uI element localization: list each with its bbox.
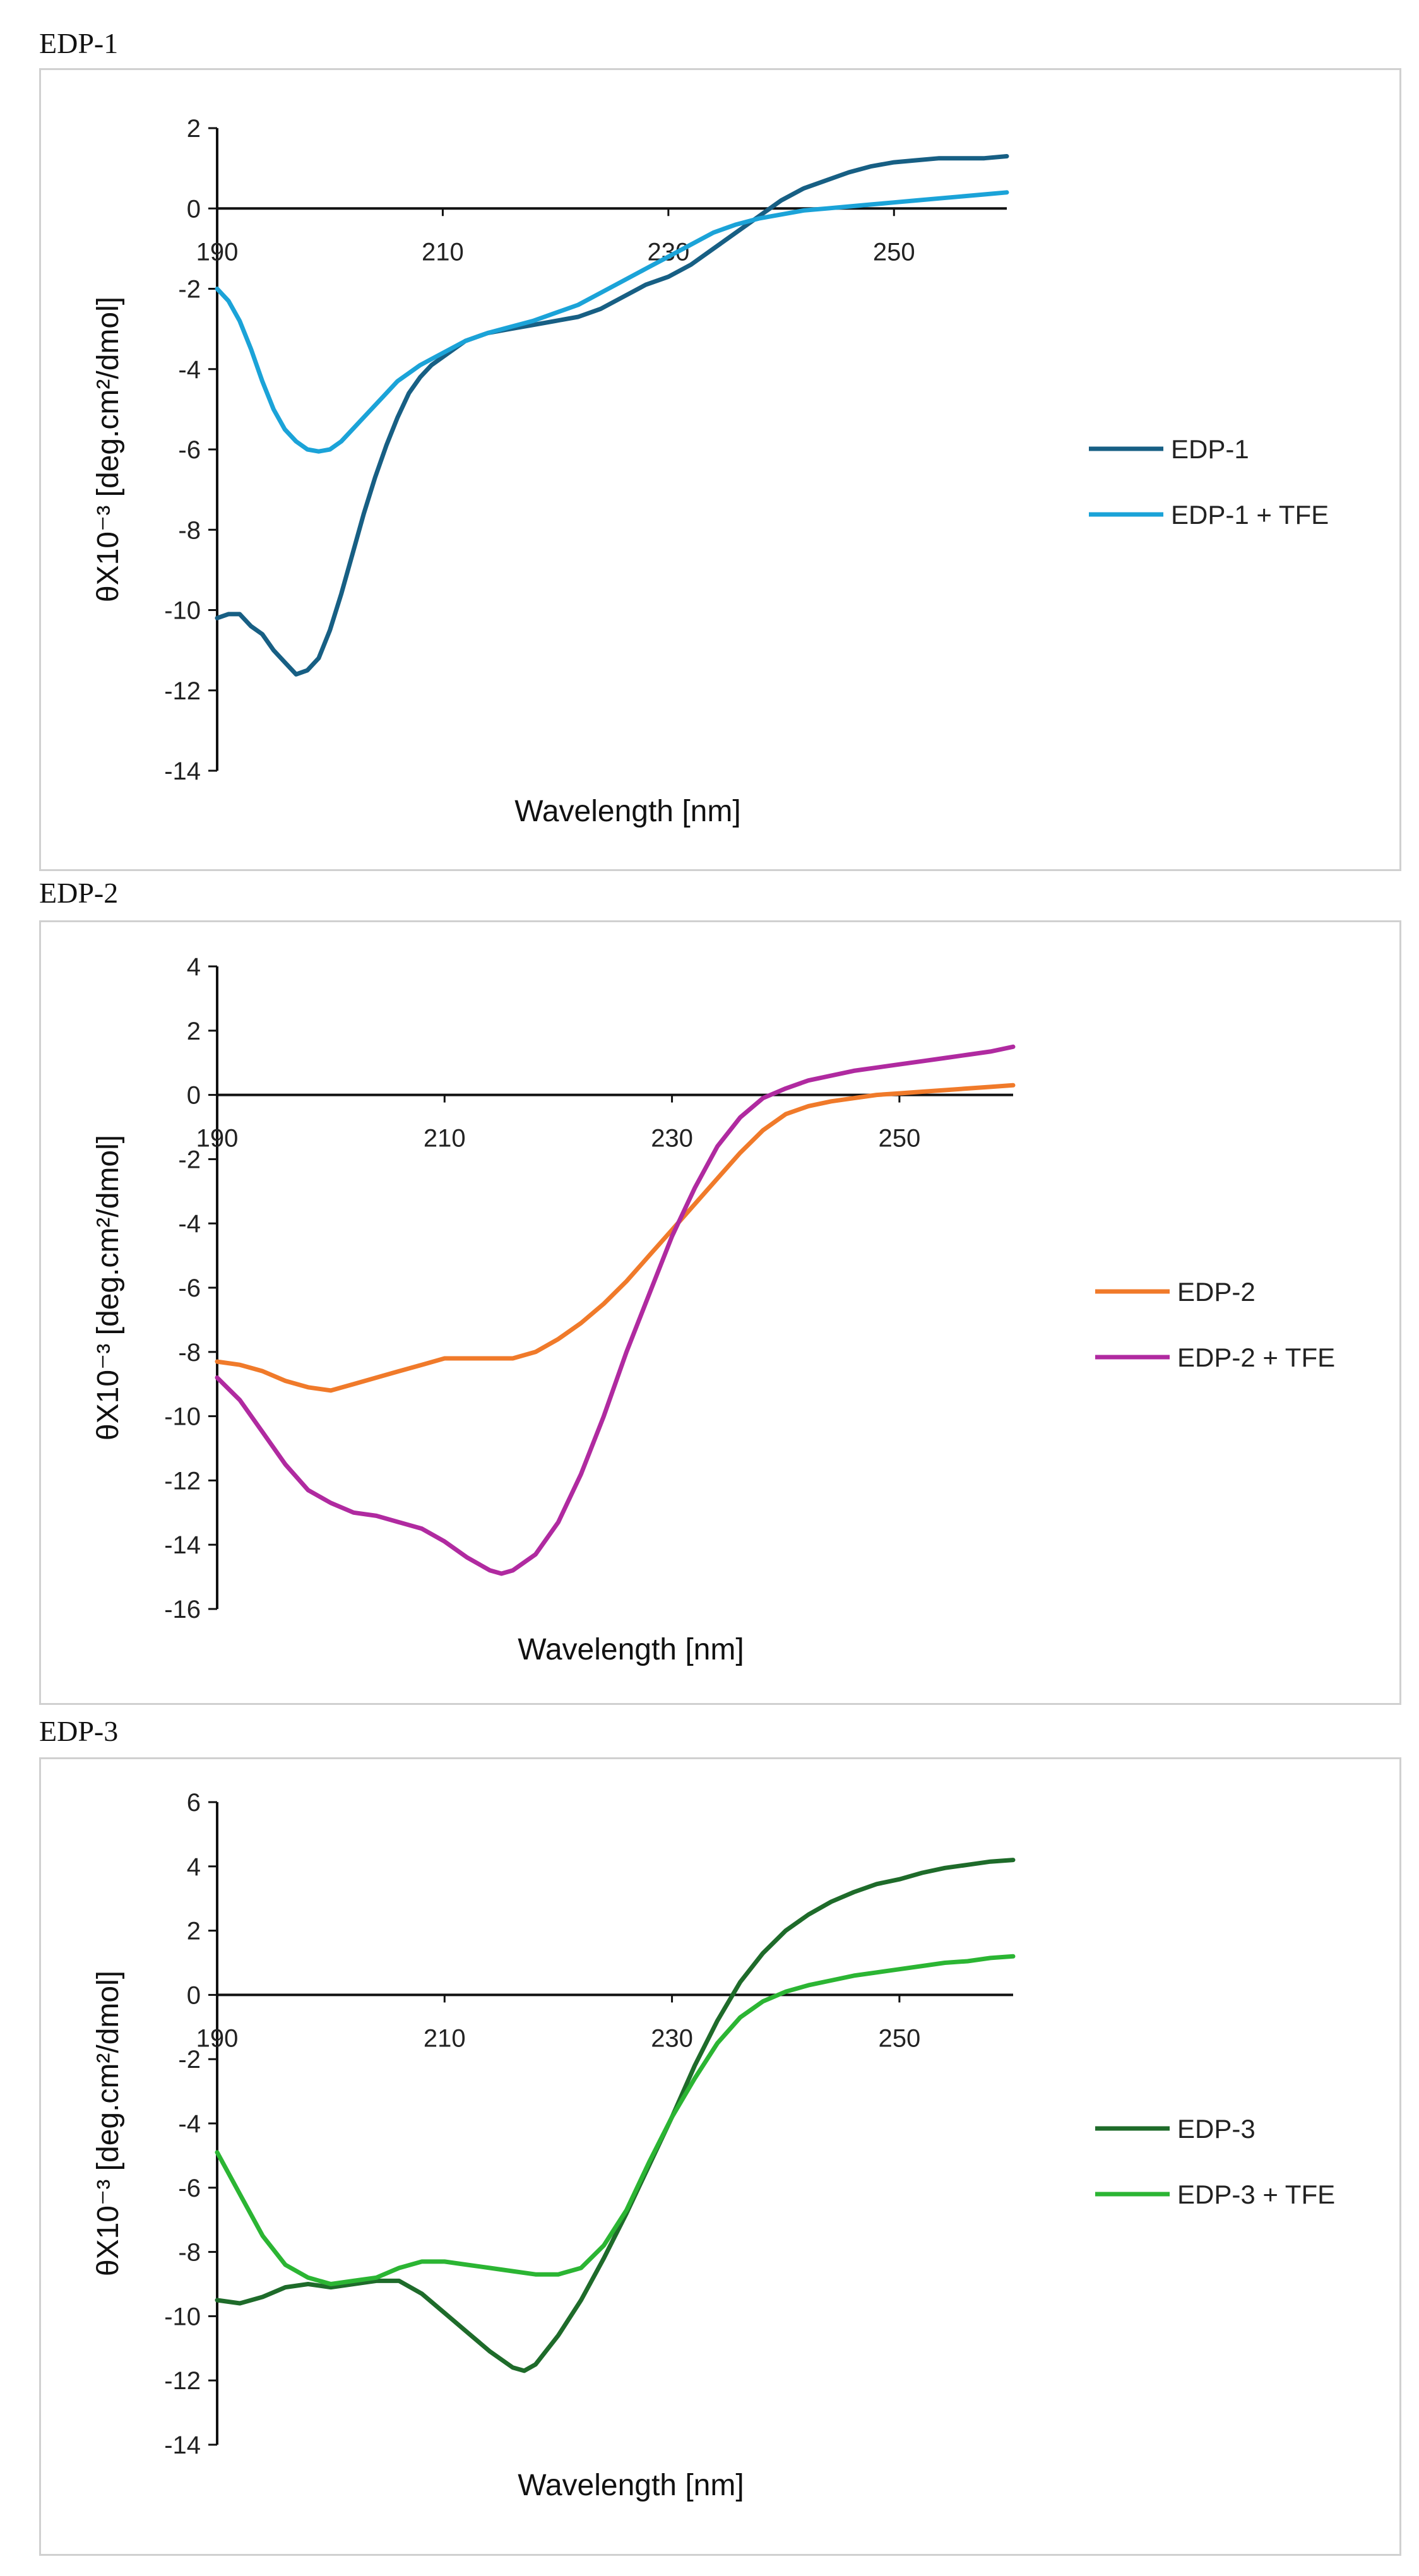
y-tick-label: -4: [178, 1210, 201, 1238]
y-tick-label: -4: [178, 356, 201, 384]
legend-label-2: EDP-2 + TFE: [1177, 1343, 1335, 1372]
x-tick-label: 210: [424, 2024, 466, 2052]
x-tick-label: 230: [651, 1125, 693, 1153]
y-axis-title: θX10⁻³ [deg.cm²/dmol]: [92, 297, 125, 602]
y-tick-label: -6: [178, 2175, 201, 2202]
legend-label-1: EDP-2: [1177, 1277, 1256, 1307]
series-line-1: [215, 1083, 1016, 1393]
y-tick-label: -10: [164, 1403, 201, 1431]
x-tick-label: 210: [422, 238, 464, 266]
series-line-1: [215, 1858, 1016, 2373]
y-tick-label: 2: [187, 115, 201, 143]
y-tick-label: 2: [187, 1018, 201, 1045]
y-tick-label: -4: [178, 2110, 201, 2138]
y-tick-label: 2: [187, 1918, 201, 1945]
y-tick-label: -2: [178, 2046, 201, 2074]
legend-label-1: EDP-1: [1171, 434, 1249, 464]
legend-label-2: EDP-1 + TFE: [1171, 500, 1329, 530]
legend-label-2: EDP-3 + TFE: [1177, 2180, 1335, 2209]
x-tick-label: 250: [878, 1125, 920, 1153]
legend-label-1: EDP-3: [1177, 2114, 1256, 2144]
y-tick-label: -2: [178, 276, 201, 304]
y-axis-title: θX10⁻³ [deg.cm²/dmol]: [92, 1971, 125, 2276]
line-chart-edp2: 4 2 0 -2 -4 -6 -8 -10 -12 -14 -16 190 210 230 250 Wavel…: [92, 953, 1335, 1666]
x-axis-title: Wavelength [nm]: [518, 1633, 744, 1666]
y-tick-label: -14: [164, 757, 201, 785]
y-tick-label: -12: [164, 677, 201, 705]
y-tick-label: 6: [187, 1789, 201, 1817]
y-tick-label: -14: [164, 2431, 201, 2459]
x-axis-title: Wavelength [nm]: [518, 2469, 744, 2502]
line-chart-edp1: 2 0 -2 -4 -6 -8 -10 -12 -14 190 210 230 250 Wavelengt…: [92, 115, 1329, 828]
x-tick-label: 190: [196, 238, 239, 266]
x-tick-label: 230: [651, 2024, 693, 2052]
y-tick-label: 4: [187, 953, 201, 981]
line-chart-edp3: 6 4 2 0 -2 -4 -6 -8 -10 -12 -14 190 210 230 250 Wavelen…: [92, 1789, 1335, 2502]
y-tick-label: 4: [187, 1853, 201, 1881]
series-line-2: [215, 1954, 1016, 2286]
y-tick-label: -16: [164, 1596, 201, 1623]
y-tick-label: -10: [164, 2303, 201, 2330]
panel-title-edp1: EDP-1: [39, 27, 119, 59]
x-tick-label: 190: [196, 2024, 239, 2052]
y-tick-label: -6: [178, 1274, 201, 1302]
y-axis-title: θX10⁻³ [deg.cm²/dmol]: [92, 1135, 125, 1440]
y-tick-label: -8: [178, 1339, 201, 1367]
x-axis-title: Wavelength [nm]: [514, 795, 740, 828]
chart-panel-edp1: 2 0 -2 -4 -6 -8 -10 -12 -14 190 210 230 250 Wavelengt…: [39, 68, 1401, 871]
y-tick-label: -8: [178, 516, 201, 544]
x-tick-label: 190: [196, 1125, 239, 1153]
y-tick-label: -8: [178, 2239, 201, 2267]
series-line-2: [215, 1044, 1016, 1576]
y-tick-label: -12: [164, 2367, 201, 2395]
x-tick-label: 210: [424, 1125, 466, 1153]
y-tick-label: 0: [187, 1082, 201, 1110]
y-tick-label: -2: [178, 1146, 201, 1173]
y-tick-label: -10: [164, 597, 201, 625]
y-tick-label: 0: [187, 1981, 201, 2009]
x-tick-label: 230: [647, 238, 689, 266]
y-tick-label: -12: [164, 1467, 201, 1495]
x-tick-label: 250: [878, 2024, 920, 2052]
series-line-1: [215, 154, 1009, 677]
chart-panel-edp2: 4 2 0 -2 -4 -6 -8 -10 -12 -14 -16 190 210 230 250 Wavel…: [39, 920, 1401, 1705]
chart-panel-edp3: 6 4 2 0 -2 -4 -6 -8 -10 -12 -14 190 210 230 250 Wavelen…: [39, 1757, 1401, 2556]
y-tick-label: 0: [187, 195, 201, 223]
y-tick-label: -6: [178, 436, 201, 464]
y-tick-label: -14: [164, 1531, 201, 1559]
series-line-2: [215, 190, 1009, 454]
panel-title-edp2: EDP-2: [39, 877, 119, 909]
panel-title-edp3: EDP-3: [39, 1715, 119, 1747]
x-tick-label: 250: [873, 238, 915, 266]
